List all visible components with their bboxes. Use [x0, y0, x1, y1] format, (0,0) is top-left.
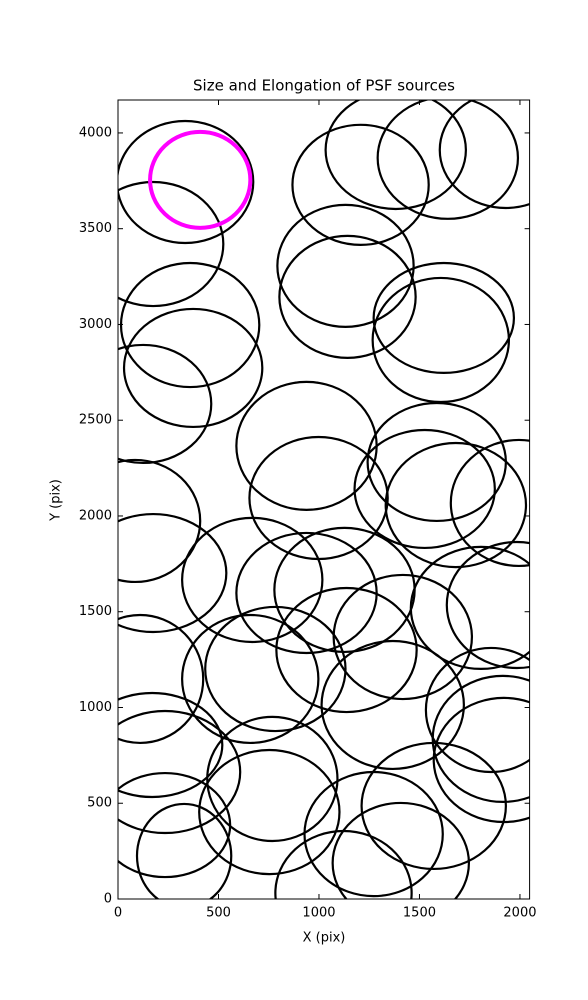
highlight-ellipse — [148, 129, 253, 230]
psf-ellipse — [118, 709, 242, 835]
psf-ellipse — [118, 458, 202, 584]
x-axis-label: X (pix) — [303, 931, 346, 946]
psf-ellipse — [181, 613, 320, 745]
psf-ellipse — [135, 802, 233, 899]
psf-ellipse — [118, 691, 224, 799]
psf-ellipse — [320, 639, 465, 771]
psf-ellipse — [273, 526, 416, 654]
psf-ellipse — [181, 516, 324, 644]
y-tick-label: 2500 — [79, 413, 112, 428]
psf-ellipse — [372, 261, 516, 375]
psf-ellipse — [353, 428, 496, 550]
psf-ellipse — [384, 441, 528, 569]
psf-ellipse — [432, 696, 530, 824]
psf-ellipse — [274, 829, 413, 899]
x-tick-label: 0 — [114, 906, 122, 921]
psf-ellipse — [118, 180, 225, 308]
psf-ellipse — [438, 100, 530, 210]
y-tick-label: 3500 — [79, 221, 112, 236]
plot-area — [118, 100, 530, 899]
psf-ellipse — [118, 119, 255, 245]
psf-ellipse — [424, 646, 530, 774]
psf-ellipse — [198, 748, 341, 876]
y-tick-label: 4000 — [79, 125, 112, 140]
psf-ellipse — [204, 605, 347, 733]
psf-ellipse — [206, 715, 339, 843]
psf-ellipse — [409, 545, 530, 670]
psf-ellipse — [118, 613, 205, 744]
y-axis-label: Y (pix) — [49, 479, 64, 522]
psf-ellipse — [431, 674, 530, 803]
psf-ellipse — [445, 540, 530, 670]
psf-ellipse — [449, 438, 530, 568]
y-tick-label: 0 — [104, 892, 112, 907]
y-tick-label: 1000 — [79, 700, 112, 715]
y-tick-label: 3000 — [79, 317, 112, 332]
chart-title: Size and Elongation of PSF sources — [193, 77, 455, 95]
psf-ellipse — [118, 343, 213, 465]
x-tick-label: 500 — [206, 906, 231, 921]
y-tick-label: 1500 — [79, 604, 112, 619]
x-tick-label: 2000 — [503, 906, 536, 921]
y-tick-label: 500 — [87, 796, 112, 811]
psf-ellipse — [118, 771, 232, 879]
psf-ellipse — [275, 586, 418, 714]
psf-ellipse — [119, 261, 261, 389]
psf-ellipse — [360, 741, 507, 871]
psf-ellipse — [276, 203, 415, 328]
psf-ellipse — [331, 801, 470, 899]
psf-ellipse — [371, 276, 510, 404]
psf-ellipse — [291, 123, 430, 246]
psf-ellipse — [332, 573, 474, 701]
y-tick-label: 2000 — [79, 508, 112, 523]
psf-ellipse — [248, 435, 389, 561]
psf-ellipse — [118, 512, 228, 634]
x-tick-label: 1000 — [302, 906, 335, 921]
x-tick-label: 1500 — [403, 906, 436, 921]
psf-ellipse — [376, 100, 520, 220]
psf-ellipse — [122, 307, 264, 429]
psf-ellipse — [278, 234, 417, 359]
psf-ellipse — [324, 100, 467, 211]
axes-frame — [117, 99, 531, 900]
psf-ellipse — [366, 401, 507, 523]
